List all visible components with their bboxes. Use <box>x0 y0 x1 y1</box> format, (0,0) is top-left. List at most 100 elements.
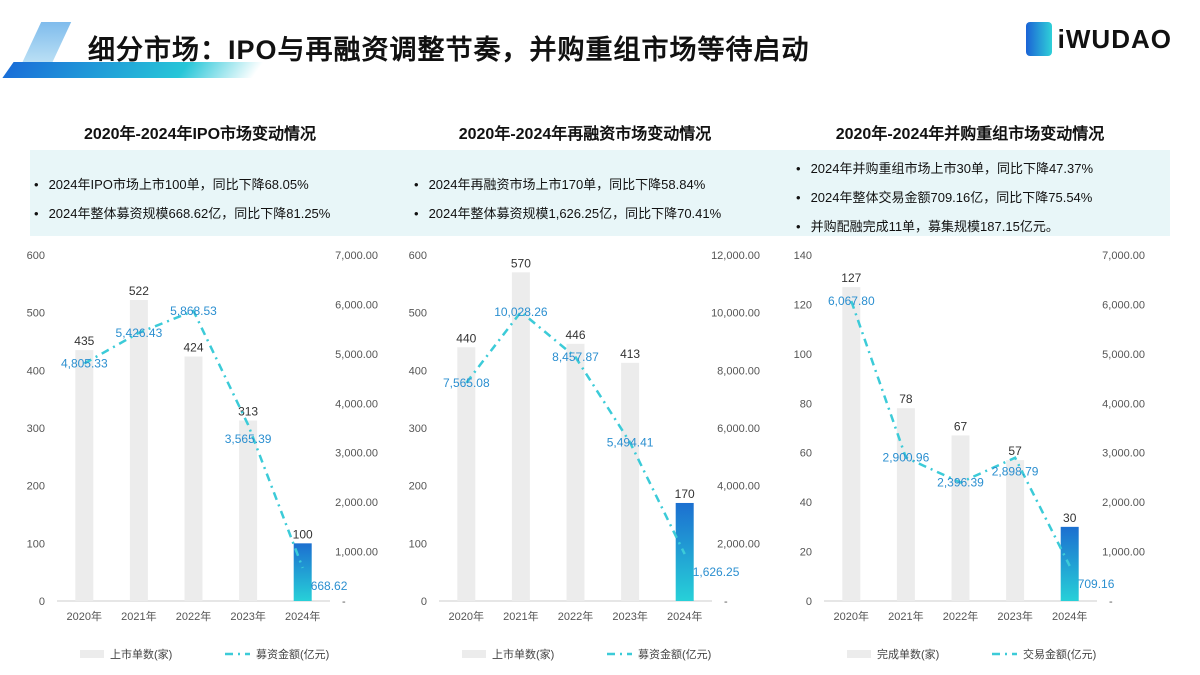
bar-value-label: 440 <box>456 331 476 345</box>
line-value-label: 10,028.26 <box>494 305 548 319</box>
x-axis-tick-label: 2020年 <box>834 609 869 623</box>
right-axis-tick-label: 4,000.00 <box>335 398 378 410</box>
right-axis-tick-label: 7,000.00 <box>1102 250 1145 262</box>
legend-bar-swatch <box>80 650 104 658</box>
summary-item: 并购配融完成11单，募集规模187.15亿元。 <box>796 216 1093 235</box>
left-axis-tick-label: 400 <box>27 365 45 377</box>
bar-value-label: 446 <box>565 328 585 342</box>
summary-list-refinancing: 2024年再融资市场上市170单，同比下降58.84% 2024年整体募资规模1… <box>414 174 722 232</box>
left-axis-tick-label: 300 <box>27 423 45 435</box>
page-title: 细分市场：IPO与再融资调整节奏，并购重组市场等待启动 <box>88 35 810 65</box>
bar <box>239 420 258 601</box>
x-axis-tick-label: 2021年 <box>121 609 156 623</box>
right-axis-tick-label: 1,000.00 <box>1102 547 1145 559</box>
left-axis-tick-label: 40 <box>800 497 812 509</box>
summary-item: 2024年再融资市场上市170单，同比下降58.84% <box>414 174 721 193</box>
x-axis-tick-label: 2023年 <box>230 609 265 623</box>
right-axis-tick-label: 5,000.00 <box>335 349 378 361</box>
line-value-label: 6,067.80 <box>828 294 875 308</box>
logo-text: iWUDAO <box>1057 23 1172 54</box>
left-axis-tick-label: 200 <box>409 481 427 493</box>
summary-item: 2024年IPO市场上市100单，同比下降68.05% <box>34 174 330 193</box>
right-axis-tick-label: 5,000.00 <box>1102 349 1145 361</box>
mna-chart: 0 20 40 60 80 100 120 140 - 1,000.00 2,000.00 3,000… <box>794 250 1145 661</box>
left-axis-tick-label: 140 <box>794 250 812 262</box>
refinancing-chart: 0 100 200 300 400 500 600 - 2,000.00 4,000.00 6,00… <box>409 250 760 661</box>
left-axis-tick-label: 80 <box>800 398 812 410</box>
bar <box>457 347 476 601</box>
right-axis-tick-label: 12,000.00 <box>711 250 760 262</box>
line-series <box>850 300 1071 567</box>
x-axis-tick-label: 2023年 <box>997 609 1032 623</box>
left-axis-tick-label: 300 <box>409 423 427 435</box>
right-axis-tick-label: 4,000.00 <box>717 481 760 493</box>
right-axis-tick-label: 4,000.00 <box>1102 398 1145 410</box>
line-value-label: 7,565.08 <box>443 376 490 390</box>
bar-value-label: 100 <box>293 527 313 541</box>
right-axis-tick-label: 3,000.00 <box>1102 448 1145 460</box>
right-axis-tick-label: 2,000.00 <box>717 538 760 550</box>
bar <box>842 287 861 601</box>
left-axis-tick-label: 500 <box>27 308 45 320</box>
line-value-label: 709.16 <box>1078 577 1115 591</box>
legend-bar-label: 上市单数(家) <box>110 647 172 661</box>
line-value-label: 5,494.41 <box>607 436 654 450</box>
x-axis-tick-label: 2021年 <box>888 609 923 623</box>
left-axis-tick-label: 600 <box>27 250 45 262</box>
logo: iWUDAO <box>1025 22 1172 56</box>
x-axis-tick-label: 2023年 <box>612 609 647 623</box>
bar <box>896 408 915 601</box>
bar-value-label: 413 <box>620 347 640 361</box>
right-axis-tick-label: 6,000.00 <box>1102 299 1145 311</box>
bar-value-label: 57 <box>1008 444 1022 458</box>
x-axis-tick-label: 2022年 <box>558 609 593 623</box>
bar <box>75 350 94 601</box>
bar <box>951 435 970 601</box>
right-axis-tick-label: 1,000.00 <box>335 547 378 559</box>
line-value-label: 1,626.25 <box>693 565 740 579</box>
line-value-label: 668.62 <box>311 579 348 593</box>
bar-value-label: 30 <box>1063 511 1077 525</box>
section-title-ipo: 2020年-2024年IPO市场变动情况 <box>83 126 317 143</box>
line-series <box>83 309 304 569</box>
bar <box>129 299 148 601</box>
right-axis-tick-label: 2,000.00 <box>1102 497 1145 509</box>
line-series <box>465 310 686 555</box>
summary-list-mna: 2024年并购重组市场上市30单，同比下降47.37% 2024年整体交易金额7… <box>796 158 1093 245</box>
bar-value-label: 522 <box>129 284 149 298</box>
legend-bar-label: 上市单数(家) <box>492 647 554 661</box>
right-axis-tick-label: - <box>1109 596 1113 608</box>
left-axis-tick-label: 100 <box>409 538 427 550</box>
bar-value-label: 170 <box>675 487 695 501</box>
x-axis-tick-label: 2020年 <box>449 609 484 623</box>
legend-line-label: 交易金额(亿元) <box>1023 647 1096 661</box>
line-value-label: 2,900.96 <box>883 451 930 465</box>
legend-line-label: 募资金额(亿元) <box>256 647 329 661</box>
right-axis-tick-label: 6,000.00 <box>717 423 760 435</box>
bar <box>511 272 530 601</box>
right-axis-tick-label: 3,000.00 <box>335 448 378 460</box>
bar-value-label: 127 <box>841 271 861 285</box>
x-axis-tick-label: 2020年 <box>67 609 102 623</box>
left-axis-tick-label: 120 <box>794 299 812 311</box>
bar <box>293 543 312 601</box>
left-axis-tick-label: 200 <box>27 481 45 493</box>
legend-line-label: 募资金额(亿元) <box>638 647 711 661</box>
x-axis-tick-label: 2024年 <box>285 609 320 623</box>
section-title-mna: 2020年-2024年并购重组市场变动情况 <box>835 126 1105 143</box>
summary-item: 2024年整体募资规模668.62亿，同比下降81.25% <box>34 203 331 222</box>
bar <box>184 356 203 601</box>
right-axis-tick-label: - <box>724 596 728 608</box>
left-axis-tick-label: 600 <box>409 250 427 262</box>
bar-value-label: 67 <box>954 419 968 433</box>
line-value-label: 8,457.87 <box>552 350 599 364</box>
summary-list-ipo: 2024年IPO市场上市100单，同比下降68.05% 2024年整体募资规模6… <box>34 174 331 232</box>
left-axis-tick-label: 400 <box>409 365 427 377</box>
bar-value-label: 435 <box>74 334 94 348</box>
legend-bar-swatch <box>462 650 486 658</box>
right-axis-tick-label: 6,000.00 <box>335 299 378 311</box>
left-axis-tick-label: 100 <box>27 538 45 550</box>
line-value-label: 3,565.39 <box>225 432 272 446</box>
right-axis-tick-label: 8,000.00 <box>717 365 760 377</box>
left-axis-tick-label: 0 <box>39 596 45 608</box>
